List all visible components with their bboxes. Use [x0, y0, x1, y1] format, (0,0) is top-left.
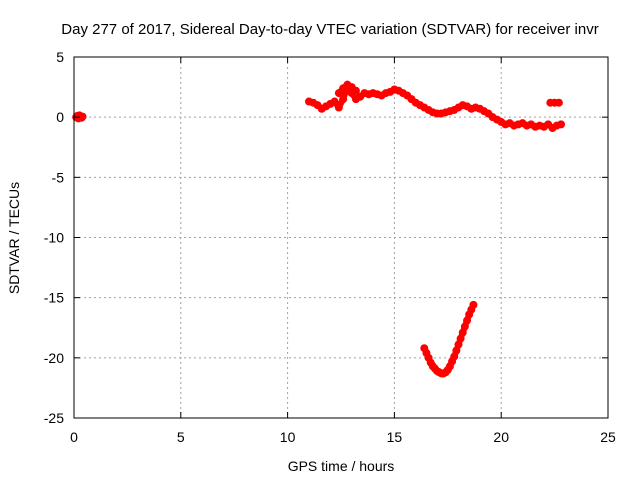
data-point — [557, 120, 566, 129]
x-tick-label: 20 — [493, 429, 509, 445]
y-tick-label: -10 — [44, 230, 64, 246]
y-tick-label: 5 — [56, 49, 64, 65]
y-tick-label: -5 — [52, 169, 65, 185]
y-tick-label: -15 — [44, 290, 64, 306]
axis-ticks: 0 5 10 15 20 25 5 0 -5 -10 -15 -20 -25 — [44, 49, 616, 445]
x-tick-label: 10 — [280, 429, 296, 445]
y-tick-label: -25 — [44, 410, 64, 426]
data-points — [72, 80, 566, 378]
data-point — [351, 86, 360, 95]
x-tick-label: 25 — [600, 429, 616, 445]
x-tick-label: 15 — [387, 429, 403, 445]
x-axis-label: GPS time / hours — [288, 458, 395, 474]
data-point — [469, 300, 478, 309]
data-point — [554, 98, 563, 107]
y-tick-label: 0 — [56, 109, 64, 125]
x-tick-label: 0 — [70, 429, 78, 445]
y-axis-label: SDTVAR / TECUs — [6, 182, 22, 294]
chart-title: Day 277 of 2017, Sidereal Day-to-day VTE… — [61, 21, 598, 38]
y-tick-label: -20 — [44, 350, 64, 366]
x-tick-label: 5 — [177, 429, 185, 445]
grid-lines — [74, 57, 608, 418]
data-point — [78, 112, 87, 121]
